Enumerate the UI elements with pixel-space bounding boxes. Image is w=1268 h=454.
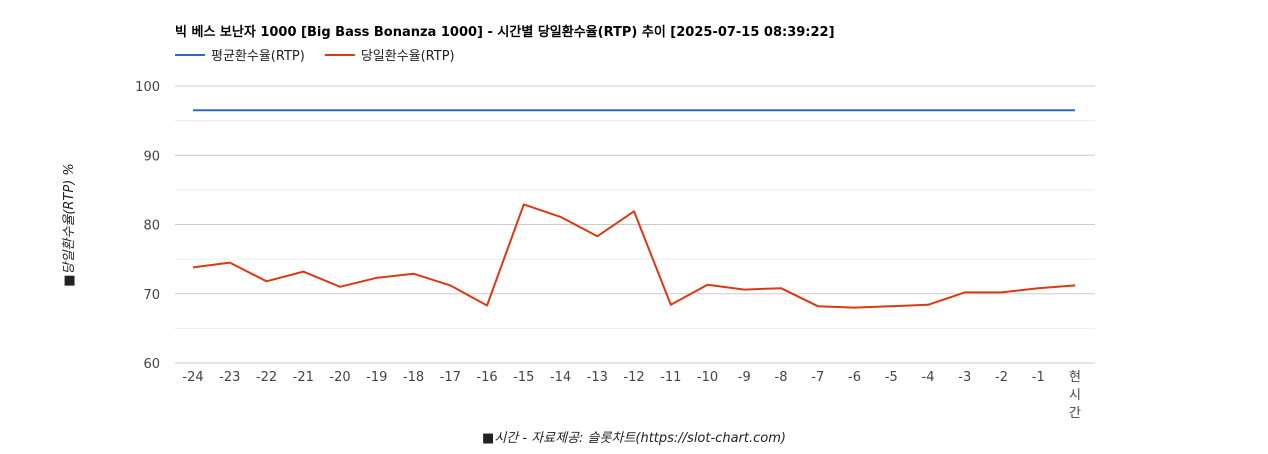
x-tick-label: -20 xyxy=(329,370,350,385)
data-point[interactable] xyxy=(887,106,895,114)
data-point[interactable] xyxy=(851,106,859,114)
x-tick-label: -19 xyxy=(366,370,387,385)
x-tick-label: -22 xyxy=(256,370,277,385)
data-point[interactable] xyxy=(557,213,565,221)
series-lines[interactable] xyxy=(189,106,1079,311)
data-point[interactable] xyxy=(630,106,638,114)
data-point[interactable] xyxy=(483,302,491,310)
data-point[interactable] xyxy=(593,106,601,114)
x-tick-label: -2 xyxy=(995,370,1008,385)
y-tick-label: 80 xyxy=(143,219,160,234)
data-point[interactable] xyxy=(667,301,675,309)
x-tick-label: -24 xyxy=(182,370,203,385)
data-point[interactable] xyxy=(961,106,969,114)
data-point[interactable] xyxy=(887,302,895,310)
y-tick-label: 60 xyxy=(143,357,160,372)
y-axis-title: ■당일환수율(RTP) % xyxy=(62,163,77,287)
data-point[interactable] xyxy=(299,268,307,276)
data-point[interactable] xyxy=(924,106,932,114)
data-point[interactable] xyxy=(410,270,418,278)
data-point[interactable] xyxy=(263,277,271,285)
data-point[interactable] xyxy=(630,207,638,215)
data-point[interactable] xyxy=(226,106,234,114)
data-point[interactable] xyxy=(1034,284,1042,292)
x-tick-label: -12 xyxy=(623,370,644,385)
data-point[interactable] xyxy=(189,263,197,271)
x-tick-label: -1 xyxy=(1032,370,1045,385)
data-point[interactable] xyxy=(483,106,491,114)
data-point[interactable] xyxy=(961,288,969,296)
x-tick-label: -7 xyxy=(811,370,824,385)
data-point[interactable] xyxy=(777,284,785,292)
y-tick-label: 90 xyxy=(143,149,160,164)
y-tick-label: 70 xyxy=(143,288,160,303)
data-point[interactable] xyxy=(446,106,454,114)
gridlines xyxy=(175,85,1095,364)
data-point[interactable] xyxy=(593,232,601,240)
data-point[interactable] xyxy=(777,106,785,114)
data-point[interactable] xyxy=(373,106,381,114)
x-tick-label: -14 xyxy=(550,370,571,385)
x-tick-label: -9 xyxy=(738,370,751,385)
x-tick-label: -17 xyxy=(440,370,461,385)
x-tick-label: -8 xyxy=(775,370,788,385)
data-point[interactable] xyxy=(299,106,307,114)
data-point[interactable] xyxy=(924,301,932,309)
x-tick-label: -5 xyxy=(885,370,898,385)
data-point[interactable] xyxy=(520,200,528,208)
x-tick-label: -6 xyxy=(848,370,861,385)
data-point[interactable] xyxy=(520,106,528,114)
data-point[interactable] xyxy=(1034,106,1042,114)
data-point[interactable] xyxy=(1071,281,1079,289)
x-axis-title: ■시간 - 자료제공: 슬롯차트(https://slot-chart.com) xyxy=(482,431,786,446)
data-point[interactable] xyxy=(373,274,381,282)
legend-label[interactable]: 평균환수율(RTP) xyxy=(211,49,305,64)
x-tick-label: -18 xyxy=(403,370,424,385)
x-tick-label: -21 xyxy=(293,370,314,385)
data-point[interactable] xyxy=(557,106,565,114)
x-tick-label: -3 xyxy=(958,370,971,385)
series-line-2[interactable] xyxy=(192,203,1076,309)
data-point[interactable] xyxy=(410,106,418,114)
x-tick-label: -13 xyxy=(587,370,608,385)
data-point[interactable] xyxy=(740,286,748,294)
data-point[interactable] xyxy=(336,283,344,291)
legend[interactable]: 평균환수율(RTP) 당일환수율(RTP) xyxy=(175,49,455,64)
y-axis-ticks: 60 70 80 90 100 xyxy=(135,80,160,372)
data-point[interactable] xyxy=(814,302,822,310)
data-point[interactable] xyxy=(814,106,822,114)
data-point[interactable] xyxy=(189,106,197,114)
data-point[interactable] xyxy=(263,106,271,114)
x-tick-label: -16 xyxy=(476,370,497,385)
y-tick-label: 100 xyxy=(135,80,160,95)
data-point[interactable] xyxy=(704,106,712,114)
x-tick-label: -10 xyxy=(697,370,718,385)
data-point[interactable] xyxy=(336,106,344,114)
x-tick-label: -15 xyxy=(513,370,534,385)
x-tick-label: -4 xyxy=(922,370,935,385)
data-point[interactable] xyxy=(704,281,712,289)
data-point[interactable] xyxy=(998,106,1006,114)
legend-label[interactable]: 당일환수율(RTP) xyxy=(361,49,455,64)
chart-title: 빅 베스 보난자 1000 [Big Bass Bonanza 1000] - … xyxy=(175,24,835,40)
data-point[interactable] xyxy=(851,304,859,312)
x-tick-label: -11 xyxy=(660,370,681,385)
data-point[interactable] xyxy=(226,259,234,267)
data-point[interactable] xyxy=(1071,106,1079,114)
data-point[interactable] xyxy=(998,288,1006,296)
x-axis-ticks: -24 -23 -22 -21 -20 -19 -18 -17 -16 -15 -14 -13 -12 -… xyxy=(182,370,1081,421)
data-point[interactable] xyxy=(446,281,454,289)
x-tick-label: -23 xyxy=(219,370,240,385)
data-point[interactable] xyxy=(740,106,748,114)
data-point[interactable] xyxy=(667,106,675,114)
